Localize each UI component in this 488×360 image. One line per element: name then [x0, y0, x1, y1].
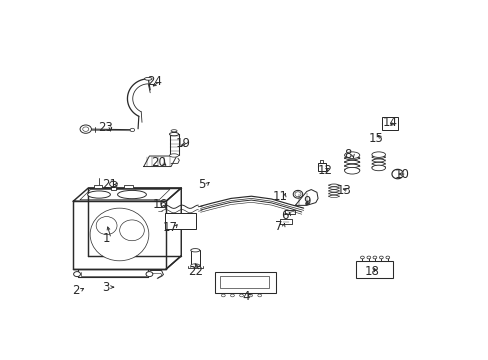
Text: 8: 8	[344, 148, 351, 161]
Circle shape	[379, 256, 383, 259]
Bar	[355, 261, 392, 278]
Ellipse shape	[344, 167, 359, 174]
Circle shape	[80, 125, 91, 133]
Ellipse shape	[169, 154, 178, 157]
Bar	[214, 272, 275, 293]
Ellipse shape	[87, 191, 110, 198]
Ellipse shape	[371, 165, 385, 171]
Bar	[94, 185, 102, 188]
Text: 16: 16	[153, 198, 167, 211]
Text: 20: 20	[151, 157, 166, 170]
Text: 19: 19	[175, 137, 190, 150]
Ellipse shape	[120, 220, 144, 241]
Bar	[317, 163, 325, 171]
Circle shape	[257, 294, 261, 297]
Text: 17: 17	[163, 221, 178, 234]
Bar	[382, 117, 397, 130]
Text: 13: 13	[336, 184, 351, 197]
Text: 11: 11	[272, 190, 287, 203]
Circle shape	[230, 294, 234, 297]
Circle shape	[146, 271, 153, 276]
Text: 12: 12	[318, 164, 332, 177]
Text: 3: 3	[102, 281, 109, 294]
Ellipse shape	[344, 152, 359, 158]
Bar	[111, 186, 116, 190]
Circle shape	[82, 127, 89, 131]
Ellipse shape	[371, 152, 385, 157]
Text: 1: 1	[102, 232, 110, 245]
Ellipse shape	[171, 130, 177, 132]
Text: 7: 7	[275, 220, 282, 233]
Text: 22: 22	[188, 265, 203, 278]
Ellipse shape	[190, 249, 200, 252]
Text: 15: 15	[368, 131, 383, 144]
Circle shape	[109, 181, 117, 187]
Text: 5: 5	[198, 178, 205, 191]
Circle shape	[221, 294, 225, 297]
Circle shape	[130, 128, 134, 132]
Bar	[190, 250, 200, 266]
Text: 9: 9	[303, 195, 310, 208]
Circle shape	[360, 256, 364, 259]
Ellipse shape	[96, 217, 117, 235]
Circle shape	[385, 256, 389, 259]
Text: 21: 21	[102, 178, 117, 191]
Circle shape	[239, 294, 243, 297]
Circle shape	[366, 256, 370, 259]
Ellipse shape	[190, 264, 200, 267]
Bar	[165, 213, 196, 229]
Circle shape	[248, 294, 252, 297]
Circle shape	[74, 271, 81, 276]
Bar	[124, 185, 132, 188]
Text: 18: 18	[364, 265, 379, 278]
Text: 10: 10	[394, 167, 409, 180]
Text: 2: 2	[72, 284, 79, 297]
Bar	[220, 276, 268, 288]
Text: 6: 6	[281, 209, 288, 222]
Text: 23: 23	[98, 121, 113, 134]
Ellipse shape	[117, 190, 146, 199]
Text: 14: 14	[382, 116, 397, 129]
Ellipse shape	[144, 77, 152, 80]
Text: 24: 24	[147, 75, 163, 88]
Circle shape	[372, 256, 376, 259]
Ellipse shape	[169, 132, 178, 136]
Text: 4: 4	[242, 290, 249, 303]
Ellipse shape	[90, 208, 148, 261]
